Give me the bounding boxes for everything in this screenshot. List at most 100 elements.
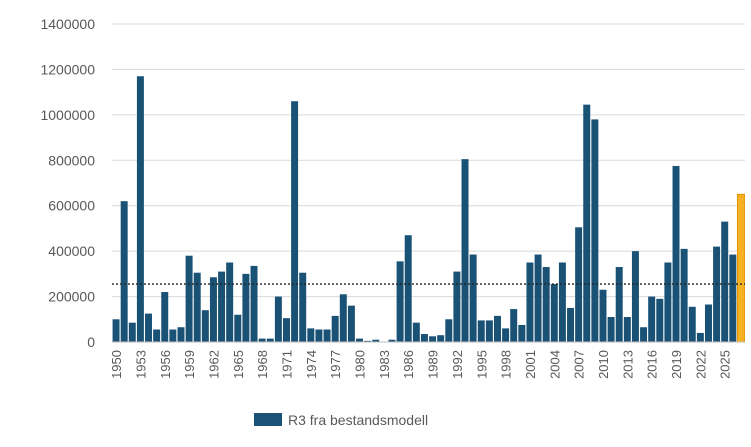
bar-1990 (437, 335, 445, 342)
bar-1995 (477, 320, 485, 342)
y-tick-label: 1400000 (40, 16, 95, 32)
y-tick-label: 1000000 (40, 107, 95, 123)
x-tick-label: 2013 (620, 350, 635, 379)
x-tick-label: 1974 (304, 350, 319, 379)
x-tick-label: 1959 (182, 350, 197, 379)
bar-2013 (623, 317, 631, 342)
x-tick-label: 2004 (547, 350, 562, 379)
bar-1969 (266, 338, 274, 342)
bar-1991 (445, 319, 453, 342)
bar-1966 (242, 273, 250, 342)
x-tick-label: 2022 (693, 350, 708, 379)
x-tick-label: 1953 (133, 350, 148, 379)
bar-1954 (145, 313, 153, 342)
bar-1953 (136, 76, 144, 343)
bar-1957 (169, 329, 177, 342)
legend-swatch (254, 413, 282, 426)
x-tick-label: 1968 (255, 350, 270, 379)
bar-1989 (429, 336, 437, 342)
x-tick-label: 1983 (377, 350, 392, 379)
bar-1956 (161, 292, 169, 342)
bar-2010 (599, 289, 607, 342)
x-tick-label: 2016 (645, 350, 660, 379)
x-tick-label: 1992 (450, 350, 465, 379)
bar-2014 (631, 251, 639, 342)
bars (112, 76, 745, 343)
bar-1962 (209, 277, 217, 342)
bar-1958 (177, 327, 185, 342)
x-tick-label: 2007 (572, 350, 587, 379)
x-tick-label: 1962 (206, 350, 221, 379)
bar-1955 (153, 329, 161, 342)
bar-1971 (282, 318, 290, 342)
bar-2007 (575, 227, 583, 342)
bar-2017 (656, 298, 664, 342)
legend: R3 fra bestandsmodell (254, 412, 428, 428)
bar-2015 (640, 327, 648, 342)
bar-2003 (542, 267, 550, 342)
bar-1968 (258, 338, 266, 342)
y-tick-label: 200000 (48, 289, 95, 305)
x-tick-label: 1995 (474, 350, 489, 379)
x-tick-label: 1980 (353, 350, 368, 379)
bar-2020 (680, 248, 688, 342)
y-tick-label: 1200000 (40, 61, 95, 77)
bar-2021 (688, 306, 696, 342)
bar-1972 (291, 101, 299, 342)
bar-1964 (226, 262, 234, 342)
bar-1952 (128, 322, 136, 342)
bar-1967 (250, 265, 258, 342)
bar-1978 (339, 294, 347, 342)
bar-2009 (591, 119, 599, 343)
bar-1997 (493, 315, 501, 342)
bar-1999 (510, 309, 518, 342)
x-tick-label: 1956 (158, 350, 173, 379)
x-tick-label: 1965 (231, 350, 246, 379)
bar-1984 (388, 339, 396, 342)
x-tick-label: 1977 (328, 350, 343, 379)
x-tick-label: 1971 (279, 350, 294, 379)
bar-2016 (648, 296, 656, 342)
bar-1977 (331, 315, 339, 342)
bar-2012 (615, 267, 623, 342)
x-tick-label: 1998 (499, 350, 514, 379)
bar-1981 (364, 340, 372, 342)
bar-1960 (193, 272, 201, 342)
bar-2024 (713, 246, 721, 342)
bar-2011 (607, 317, 615, 342)
bar-1998 (502, 328, 510, 342)
bar-1996 (485, 320, 493, 342)
bar-1975 (315, 329, 323, 342)
bar-1974 (307, 328, 315, 342)
x-tick-label: 1986 (401, 350, 416, 379)
bar-2002 (534, 254, 542, 342)
bar-1980 (356, 338, 364, 342)
y-tick-label: 600000 (48, 198, 95, 214)
bar-2005 (558, 262, 566, 342)
bar-2025 (721, 221, 729, 342)
bar-2026 (729, 254, 737, 342)
bar-2019 (672, 165, 680, 342)
bar-1973 (299, 272, 307, 342)
y-tick-label: 0 (87, 334, 95, 350)
x-tick-label: 2001 (523, 350, 538, 379)
bar-1970 (274, 296, 282, 342)
bar-1985 (396, 261, 404, 342)
bar-1982 (372, 339, 380, 342)
bar-1988 (420, 334, 428, 342)
bar-2001 (526, 262, 534, 342)
bar-2008 (583, 104, 591, 342)
x-tick-label: 2010 (596, 350, 611, 379)
legend-label: R3 fra bestandsmodell (288, 412, 428, 428)
bar-2006 (567, 307, 575, 342)
bar-1959 (185, 255, 193, 342)
bar-1950 (112, 319, 120, 342)
bar-1951 (120, 201, 128, 342)
bar-1979 (347, 305, 355, 342)
x-tick-label: 1950 (109, 350, 124, 379)
x-tick-label: 1989 (426, 350, 441, 379)
bar-2000 (518, 324, 526, 342)
bar-2018 (664, 262, 672, 342)
bar-1965 (234, 314, 242, 342)
